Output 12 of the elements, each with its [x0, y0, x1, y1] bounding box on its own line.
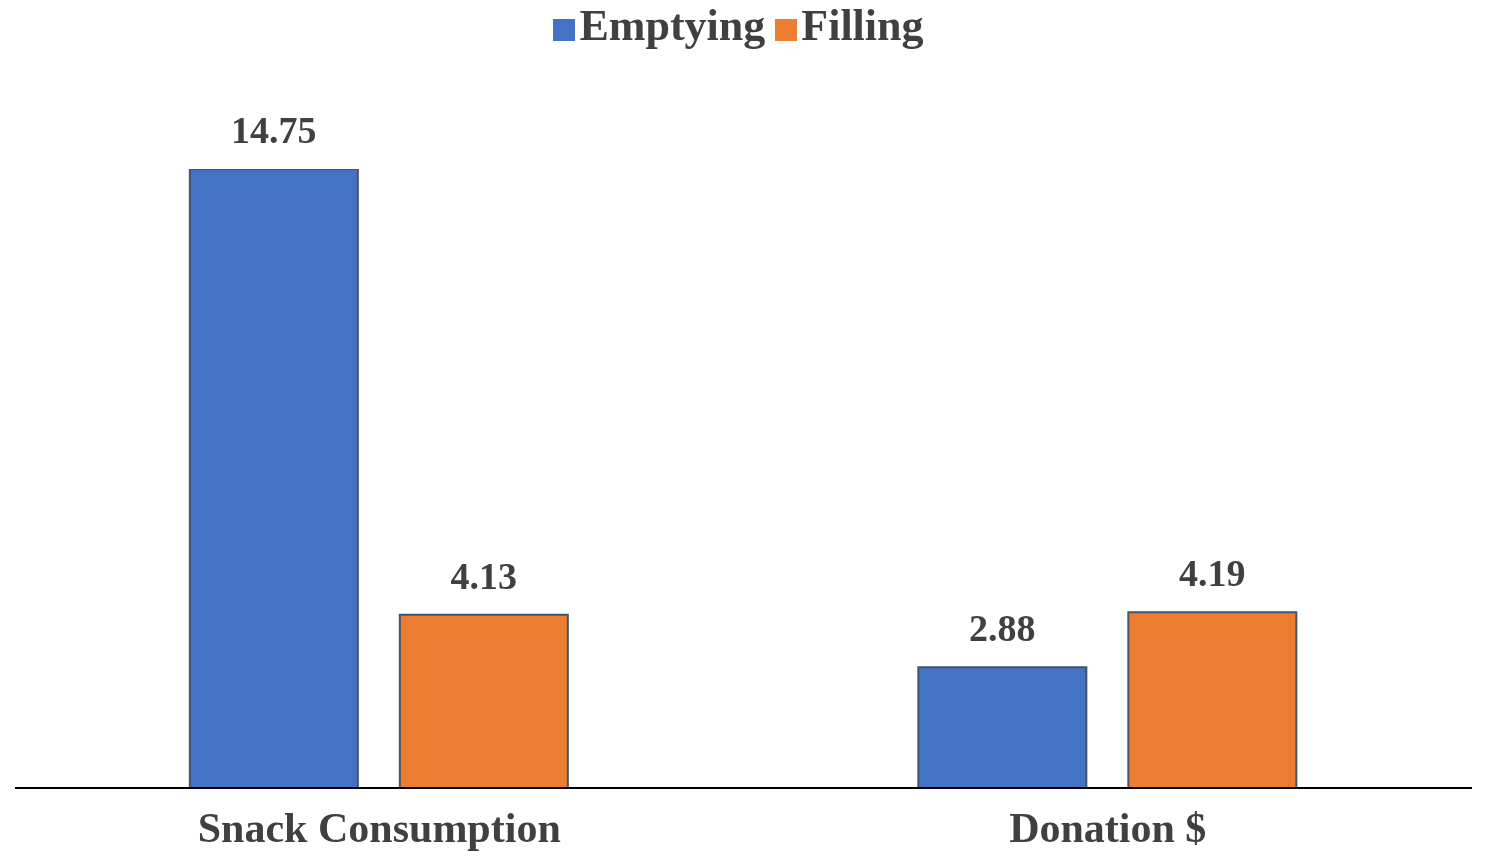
data-label: 2.88 — [969, 607, 1036, 650]
bar — [188, 169, 359, 788]
data-label: 4.13 — [450, 554, 518, 597]
bar — [1127, 611, 1298, 788]
bar — [917, 666, 1088, 788]
legend-label: Emptying — [579, 1, 766, 50]
x-tick-label: Snack Consumption — [197, 804, 561, 851]
bar — [398, 613, 569, 788]
data-label: 14.75 — [231, 109, 317, 151]
x-tick-label: Donation $ — [1009, 804, 1207, 851]
data-label: 4.19 — [1179, 552, 1246, 595]
legend-label: Filling — [801, 1, 924, 50]
